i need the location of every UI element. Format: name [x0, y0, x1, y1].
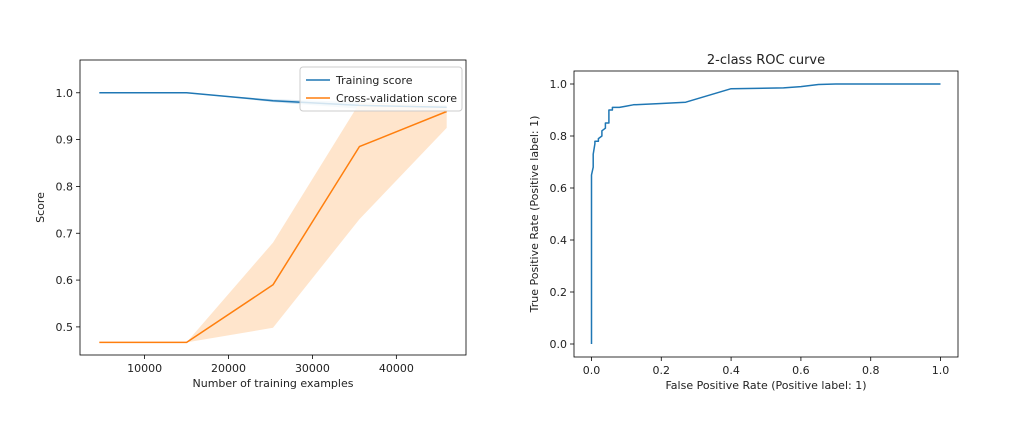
x-tick-label: 1.0 — [932, 364, 950, 377]
x-tick-label: 10000 — [127, 362, 162, 375]
x-tick-label: 0.6 — [792, 364, 810, 377]
y-tick-label: 0.9 — [56, 134, 74, 147]
series-0-line — [590, 83, 941, 344]
y-axis-label: Score — [34, 192, 47, 223]
y-axis-label: True Positive Rate (Positive label: 1) — [528, 116, 541, 314]
x-tick-label: 0.2 — [653, 364, 671, 377]
legend-frame — [299, 66, 463, 112]
x-axis-label: Number of training examples — [193, 377, 354, 390]
y-tick-label: 0.8 — [550, 130, 568, 143]
roc-curve-chart: 0.0 0.2 0.4 0.6 0.8 1.0 0.0 0.2 0.4 0.6 0.8 1.0 Fals… — [528, 53, 959, 392]
y-tick-label: 1.0 — [56, 87, 74, 100]
x-tick-label: 0.0 — [583, 364, 601, 377]
y-tick-label: 0.7 — [56, 227, 74, 240]
legend: Training score Cross-validation score — [299, 66, 463, 112]
y-tick-label: 0.6 — [550, 182, 568, 195]
axes-frame — [573, 70, 959, 358]
y-tick-label: 1.0 — [550, 78, 568, 91]
series-1-band — [99, 103, 447, 343]
learning-curve-chart: 10000 20000 30000 40000 0.5 0.6 0.7 0.8 0.9 1.0 Nu… — [34, 59, 467, 390]
y-tick-label: 0.0 — [550, 338, 568, 351]
series-1-line — [99, 110, 447, 344]
chart-title: 2-class ROC curve — [707, 53, 825, 68]
x-axis-label: False Positive Rate (Positive label: 1) — [665, 379, 866, 392]
x-tick-label: 20000 — [211, 362, 246, 375]
legend-label-0: Training score — [335, 74, 413, 87]
x-tick-label: 0.4 — [722, 364, 740, 377]
y-tick-label: 0.6 — [56, 274, 74, 287]
x-tick-label: 30000 — [295, 362, 330, 375]
y-tick-label: 0.4 — [550, 234, 568, 247]
y-tick-label: 0.8 — [56, 180, 74, 193]
legend-label-1: Cross-validation score — [336, 92, 457, 105]
y-tick-label: 0.2 — [550, 286, 568, 299]
x-tick-label: 0.8 — [862, 364, 880, 377]
y-tick-label: 0.5 — [56, 321, 74, 334]
axes-frame — [79, 59, 467, 356]
x-tick-label: 40000 — [379, 362, 414, 375]
